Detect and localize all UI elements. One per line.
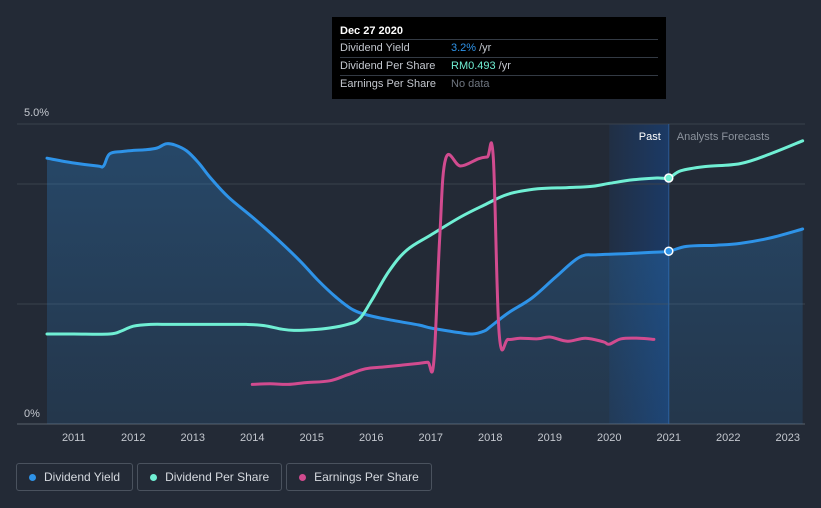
chart-tooltip: Dec 27 2020 Dividend Yield 3.2% /yr Divi… <box>332 17 666 99</box>
tooltip-row-dividend-yield: Dividend Yield 3.2% /yr <box>340 39 658 57</box>
x-tick-label: 2016 <box>359 432 383 444</box>
tooltip-label: Earnings Per Share <box>340 78 436 90</box>
forecast-label: Analysts Forecasts <box>677 131 770 143</box>
legend-dot-icon <box>299 473 307 481</box>
tooltip-label: Dividend Per Share <box>340 60 436 72</box>
x-tick-label: 2012 <box>121 432 145 444</box>
x-tick-label: 2018 <box>478 432 502 444</box>
x-tick-label: 2015 <box>300 432 324 444</box>
tooltip-row-dividend-per-share: Dividend Per Share RM0.493 /yr <box>340 57 658 75</box>
tooltip-unit: /yr <box>479 42 492 54</box>
tooltip-unit: /yr <box>498 60 511 72</box>
tooltip-date: Dec 27 2020 <box>340 25 403 37</box>
legend-item-earnings-per-share[interactable]: Earnings Per Share <box>286 463 432 491</box>
x-tick-label: 2021 <box>657 432 681 444</box>
series-line-dividend-yield <box>45 142 805 336</box>
legend-item-dividend-yield[interactable]: Dividend Yield <box>16 463 134 491</box>
chart-legend: Dividend Yield Dividend Per Share Earnin… <box>16 463 432 491</box>
y-axis-label-min: 0% <box>24 408 40 420</box>
x-tick-label: 2011 <box>62 432 86 444</box>
legend-item-dividend-per-share[interactable]: Dividend Per Share <box>137 463 283 491</box>
tooltip-value: 3.2% <box>451 42 477 54</box>
x-tick-label: 2023 <box>776 432 800 444</box>
tooltip-row-earnings-per-share: Earnings Per Share No data <box>340 75 658 93</box>
legend-dot-icon <box>29 473 36 481</box>
series-line-earnings-per-share <box>250 141 656 386</box>
tooltip-value: No data <box>451 78 490 90</box>
data-marker-dividend-per-share <box>664 173 674 183</box>
legend-dot-icon <box>150 473 158 481</box>
x-tick-label: 2019 <box>538 432 562 444</box>
series-area-dividend-yield <box>47 143 803 424</box>
x-tick-label: 2017 <box>419 432 443 444</box>
tooltip-value: RM0.493 <box>451 60 496 72</box>
tooltip-label: Dividend Yield <box>340 42 410 54</box>
x-tick-label: 2022 <box>716 432 740 444</box>
x-tick-label: 2020 <box>597 432 621 444</box>
x-tick-label: 2013 <box>181 432 205 444</box>
x-tick-label: 2014 <box>240 432 264 444</box>
legend-label: Earnings Per Share <box>314 470 419 484</box>
legend-label: Dividend Yield <box>44 470 121 484</box>
past-label: Past <box>639 131 661 143</box>
data-marker-dividend-yield <box>664 246 674 256</box>
y-axis-label-max: 5.0% <box>24 107 49 119</box>
series-line-dividend-per-share <box>45 139 805 336</box>
legend-label: Dividend Per Share <box>165 470 270 484</box>
